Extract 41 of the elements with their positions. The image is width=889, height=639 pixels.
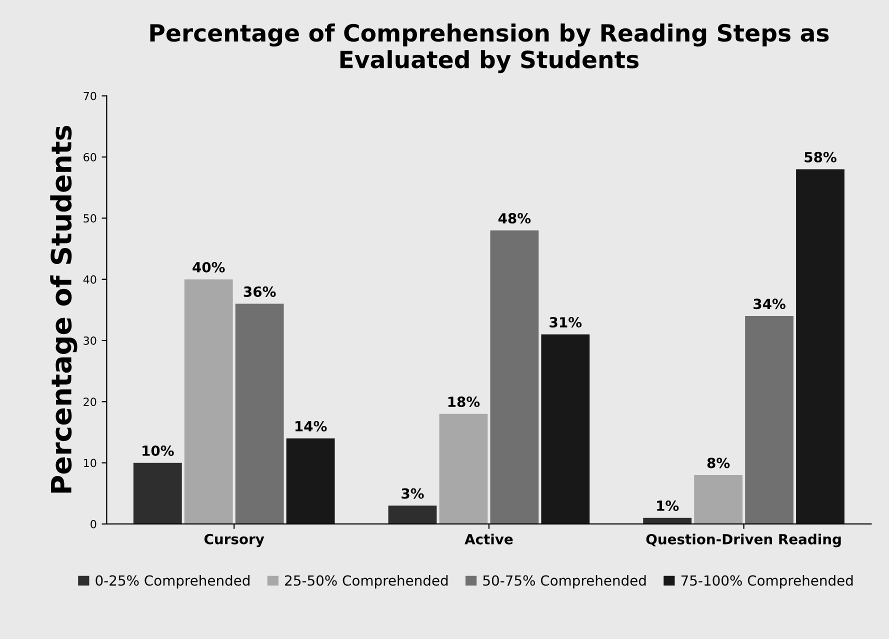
bar bbox=[745, 316, 794, 524]
data-label: 18% bbox=[448, 396, 480, 408]
bar bbox=[286, 438, 335, 524]
x-tick-label: Active bbox=[464, 534, 513, 544]
data-label: 34% bbox=[754, 298, 786, 310]
data-label: 10% bbox=[142, 445, 174, 456]
data-label: 1% bbox=[657, 500, 679, 512]
legend-label: 50-75% Comprehended bbox=[483, 575, 646, 588]
bar bbox=[133, 462, 182, 524]
y-tick-label: 40 bbox=[83, 275, 96, 284]
y-tick-label: 70 bbox=[84, 92, 96, 100]
x-tick-label: Question-Driven Reading bbox=[646, 534, 841, 548]
data-label: 58% bbox=[804, 152, 836, 162]
bar bbox=[184, 279, 233, 524]
y-tick-label: 60 bbox=[84, 152, 96, 162]
legend-label: 25-50% Comprehended bbox=[285, 575, 448, 588]
bar bbox=[439, 414, 488, 524]
y-tick-label: 10 bbox=[84, 458, 96, 468]
bar bbox=[643, 518, 692, 524]
bar bbox=[388, 506, 437, 524]
bar bbox=[490, 230, 539, 524]
data-label: 8% bbox=[707, 458, 730, 468]
x-tick-label: Cursory bbox=[204, 534, 264, 548]
data-label: 3% bbox=[402, 488, 424, 499]
y-tick-label: 0 bbox=[90, 520, 96, 528]
data-label: 14% bbox=[296, 420, 327, 432]
bar bbox=[694, 475, 743, 524]
y-axis-title: Percentage of Students bbox=[50, 126, 78, 493]
data-label: 40% bbox=[192, 262, 225, 272]
chart-title: Percentage of Comprehension by Reading Steps as Evaluated by Students bbox=[150, 24, 829, 74]
bar bbox=[796, 169, 844, 524]
data-label: 31% bbox=[550, 317, 582, 328]
y-tick-label: 20 bbox=[84, 398, 96, 406]
data-label: 36% bbox=[244, 286, 276, 297]
legend-label: 75-100% Comprehended bbox=[681, 575, 853, 588]
bar bbox=[235, 304, 284, 524]
y-tick-label: 50 bbox=[84, 214, 96, 223]
bar bbox=[541, 334, 590, 524]
data-label: 48% bbox=[498, 213, 531, 224]
legend-label: 0-25% Comprehended bbox=[96, 575, 250, 588]
y-tick-label: 30 bbox=[84, 336, 96, 345]
